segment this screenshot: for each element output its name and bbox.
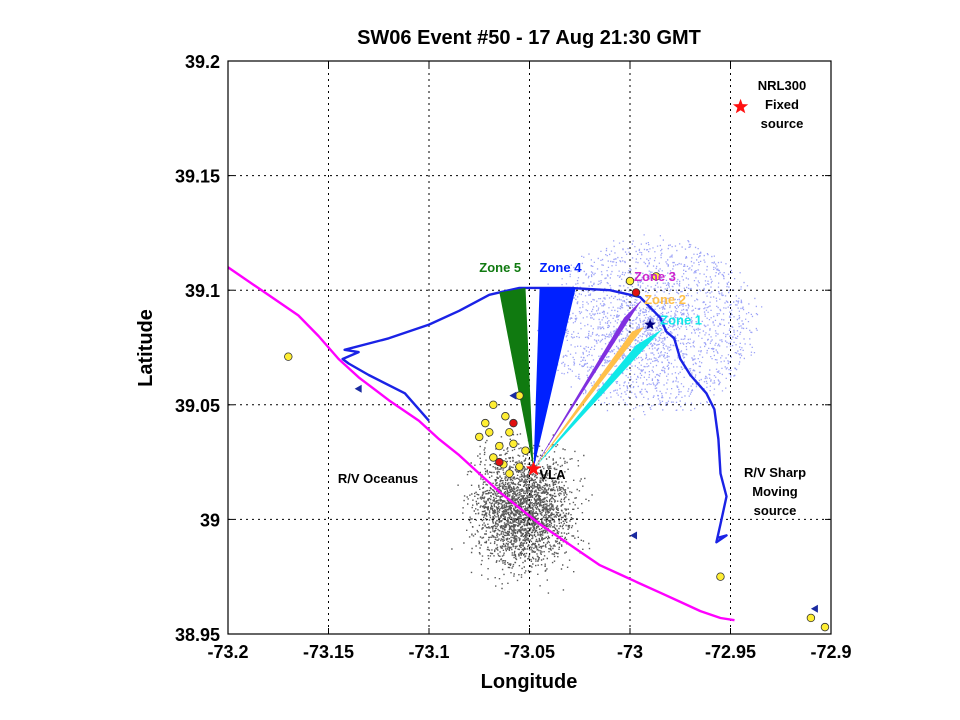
- vla-scatter-cloud: [451, 433, 593, 594]
- nrl300-label: source: [761, 116, 804, 131]
- mooring-point: [284, 352, 293, 361]
- mooring-point: [505, 428, 514, 437]
- zone-wedge: [499, 287, 534, 469]
- vla-star: [525, 461, 542, 476]
- annotations: Zone 5 Zone 4 Zone 3 Zone 2 Zone 1 NRL300 Fixe…: [338, 78, 806, 518]
- chart-title: SW06 Event #50 - 17 Aug 21:30 GMT: [357, 27, 701, 49]
- mooring-point: [501, 412, 510, 421]
- mooring-point: [489, 400, 498, 409]
- zone-label: Zone 3: [634, 269, 676, 284]
- x-tick-label: -73: [617, 642, 643, 662]
- y-tick-label: 39: [200, 510, 220, 530]
- mooring-point: [515, 391, 524, 400]
- mooring-point: [509, 439, 518, 448]
- data-marks: [228, 266, 830, 632]
- nrl300-source-star: [732, 98, 749, 114]
- mooring-point-red: [509, 418, 518, 428]
- mooring-point: [625, 276, 635, 286]
- zone-label: Zone 4: [540, 260, 583, 275]
- mooring-point: [489, 453, 498, 462]
- axis-ticks: -73.2 -73.15 -73.1 -73.05 -73 -72.95 -72.9 38.9…: [175, 52, 852, 662]
- mooring-point: [716, 572, 725, 581]
- mooring-point: [475, 432, 484, 442]
- mooring-point: [521, 446, 530, 455]
- mooring-point: [820, 622, 830, 632]
- x-axis-label: Longitude: [481, 671, 578, 693]
- mooring-point-red: [631, 288, 641, 297]
- x-tick-label: -73.05: [504, 642, 555, 662]
- mooring-point: [505, 469, 514, 478]
- y-tick-label: 38.95: [175, 625, 220, 645]
- zone-label: Zone 5: [479, 260, 521, 275]
- y-tick-label: 39.15: [175, 167, 220, 187]
- vla-label: VLA: [540, 467, 567, 482]
- x-tick-label: -73.15: [303, 642, 354, 662]
- zone-label: Zone 1: [660, 313, 702, 328]
- y-tick-label: 39.1: [185, 281, 220, 301]
- sharp-label: source: [754, 503, 797, 518]
- sharp-label: R/V Sharp: [744, 465, 806, 480]
- mooring-point: [495, 441, 504, 451]
- triangle-marker: [354, 384, 362, 393]
- zone-wedge: [533, 326, 645, 469]
- x-tick-label: -72.95: [705, 642, 756, 662]
- y-tick-label: 39.05: [175, 396, 220, 416]
- oceanus-track-line: [228, 266, 735, 622]
- mooring-point: [806, 613, 816, 623]
- zone-wedge: [533, 299, 643, 469]
- x-tick-label: -72.9: [810, 642, 851, 662]
- sharp-track-line: [341, 286, 728, 544]
- triangle-marker: [810, 604, 818, 613]
- x-tick-label: -73.1: [408, 642, 449, 662]
- mooring-point-red: [495, 457, 504, 467]
- mooring-point: [515, 462, 524, 471]
- mooring-point: [481, 418, 490, 428]
- nrl300-label: Fixed: [765, 97, 799, 112]
- y-tick-label: 39.2: [185, 52, 220, 72]
- x-tick-label: -73.2: [207, 642, 248, 662]
- zone-wedge: [533, 329, 663, 469]
- oceanus-label: R/V Oceanus: [338, 471, 418, 486]
- zone-wedge: [533, 287, 576, 469]
- zone-label: Zone 2: [644, 292, 686, 307]
- nrl300-label: NRL300: [758, 78, 806, 93]
- sharp-current-star: [644, 318, 656, 330]
- triangle-marker: [509, 391, 517, 400]
- sharp-label: Moving: [752, 484, 798, 499]
- mooring-point: [485, 428, 494, 437]
- triangle-marker: [630, 531, 638, 540]
- y-axis-label: Latitude: [135, 309, 157, 387]
- mooring-point: [651, 272, 661, 281]
